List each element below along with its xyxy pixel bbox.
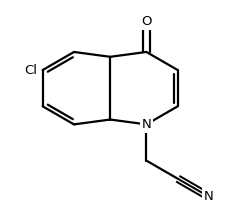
Text: N: N [141, 118, 151, 131]
Text: N: N [203, 190, 213, 203]
Text: Cl: Cl [25, 64, 37, 77]
Text: O: O [141, 15, 151, 28]
